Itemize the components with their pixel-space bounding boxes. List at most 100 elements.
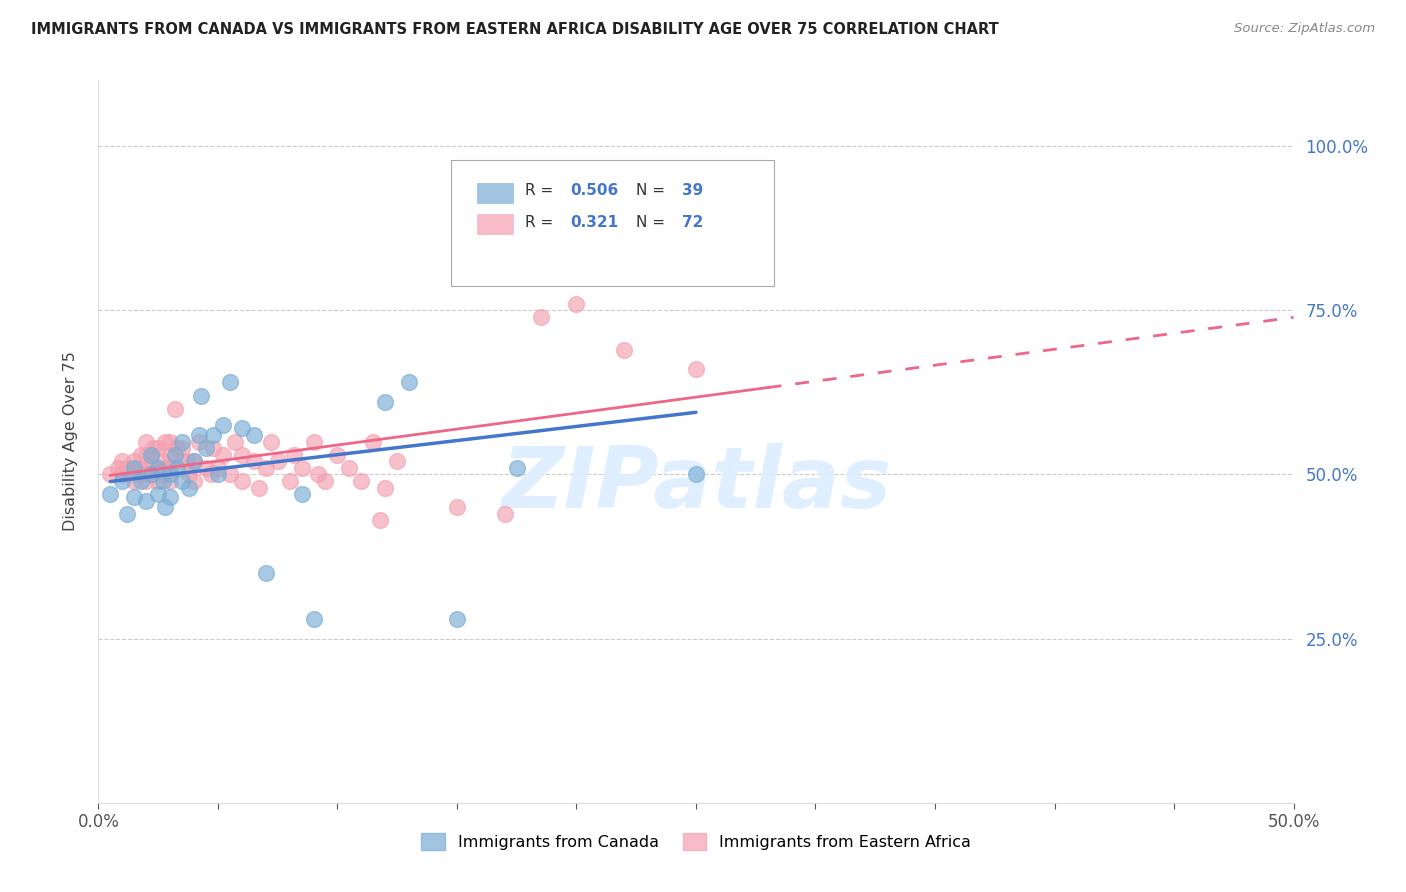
Point xyxy=(148,487,170,501)
Point xyxy=(159,467,181,482)
Point xyxy=(152,474,174,488)
Point xyxy=(152,454,174,468)
Point xyxy=(148,441,170,455)
Point xyxy=(131,448,153,462)
Text: IMMIGRANTS FROM CANADA VS IMMIGRANTS FROM EASTERN AFRICA DISABILITY AGE OVER 75 : IMMIGRANTS FROM CANADA VS IMMIGRANTS FRO… xyxy=(31,22,998,37)
Point xyxy=(302,434,325,449)
Point xyxy=(148,474,170,488)
Point xyxy=(370,513,392,527)
Point xyxy=(363,434,385,449)
Point xyxy=(159,434,181,449)
Point xyxy=(195,441,218,455)
Point xyxy=(135,448,157,462)
FancyBboxPatch shape xyxy=(477,214,513,235)
Point xyxy=(115,460,138,475)
Point xyxy=(243,428,266,442)
Point xyxy=(179,481,201,495)
Point xyxy=(195,460,218,475)
Point xyxy=(254,566,277,580)
Point xyxy=(190,388,212,402)
Point xyxy=(166,441,188,455)
Point xyxy=(291,487,314,501)
Text: R =: R = xyxy=(524,215,558,230)
Point xyxy=(98,467,122,482)
Point xyxy=(326,448,349,462)
Point xyxy=(131,474,153,488)
Point xyxy=(243,454,266,468)
Point xyxy=(446,612,468,626)
Point xyxy=(111,467,134,482)
Point xyxy=(506,460,529,475)
Point xyxy=(231,448,253,462)
Point xyxy=(231,474,253,488)
Y-axis label: Disability Age Over 75: Disability Age Over 75 xyxy=(63,351,77,532)
Point xyxy=(139,460,162,475)
Point xyxy=(179,467,201,482)
Point xyxy=(494,507,516,521)
Point xyxy=(374,395,396,409)
Text: 72: 72 xyxy=(682,215,703,230)
Point xyxy=(124,460,146,475)
Point xyxy=(183,454,205,468)
Point xyxy=(278,474,301,488)
FancyBboxPatch shape xyxy=(477,183,513,203)
Point xyxy=(602,218,624,232)
Point xyxy=(267,454,290,468)
Point xyxy=(142,441,165,455)
Point xyxy=(139,448,162,462)
Point xyxy=(148,460,170,475)
Point xyxy=(139,448,162,462)
Point xyxy=(135,434,157,449)
Point xyxy=(207,460,229,475)
Point xyxy=(135,474,157,488)
Point xyxy=(98,487,122,501)
Point xyxy=(155,500,177,515)
Point xyxy=(124,474,146,488)
Point xyxy=(187,434,209,449)
Legend: Immigrants from Canada, Immigrants from Eastern Africa: Immigrants from Canada, Immigrants from … xyxy=(415,827,977,856)
Point xyxy=(207,467,229,482)
Point xyxy=(183,474,205,488)
Point xyxy=(302,612,325,626)
Point xyxy=(202,441,225,455)
Text: 0.321: 0.321 xyxy=(571,215,619,230)
Point xyxy=(135,460,157,475)
Point xyxy=(124,491,146,505)
Point xyxy=(685,362,707,376)
Point xyxy=(159,448,181,462)
Point xyxy=(530,310,553,324)
Text: Source: ZipAtlas.com: Source: ZipAtlas.com xyxy=(1234,22,1375,36)
Point xyxy=(211,418,233,433)
Point xyxy=(224,434,246,449)
Point xyxy=(176,454,198,468)
Text: ZIPatlas: ZIPatlas xyxy=(501,443,891,526)
Text: 39: 39 xyxy=(682,184,703,198)
Text: R =: R = xyxy=(524,184,558,198)
Point xyxy=(254,460,277,475)
Point xyxy=(118,467,141,482)
Point xyxy=(142,467,165,482)
Point xyxy=(107,460,129,475)
Point xyxy=(202,428,225,442)
Point xyxy=(111,454,134,468)
Point xyxy=(155,460,177,475)
FancyBboxPatch shape xyxy=(451,160,773,286)
Point xyxy=(135,493,157,508)
Point xyxy=(291,460,314,475)
Point xyxy=(172,441,194,455)
Point xyxy=(166,460,188,475)
Point xyxy=(159,491,181,505)
Point xyxy=(159,474,181,488)
Point xyxy=(200,467,222,482)
Point xyxy=(685,467,707,482)
Point xyxy=(219,376,242,390)
Point xyxy=(247,481,270,495)
Point xyxy=(339,460,361,475)
Point xyxy=(183,454,205,468)
Point xyxy=(128,460,150,475)
Text: 0.506: 0.506 xyxy=(571,184,619,198)
Point xyxy=(139,467,162,482)
Text: N =: N = xyxy=(636,184,671,198)
Text: N =: N = xyxy=(636,215,671,230)
Point xyxy=(613,343,636,357)
